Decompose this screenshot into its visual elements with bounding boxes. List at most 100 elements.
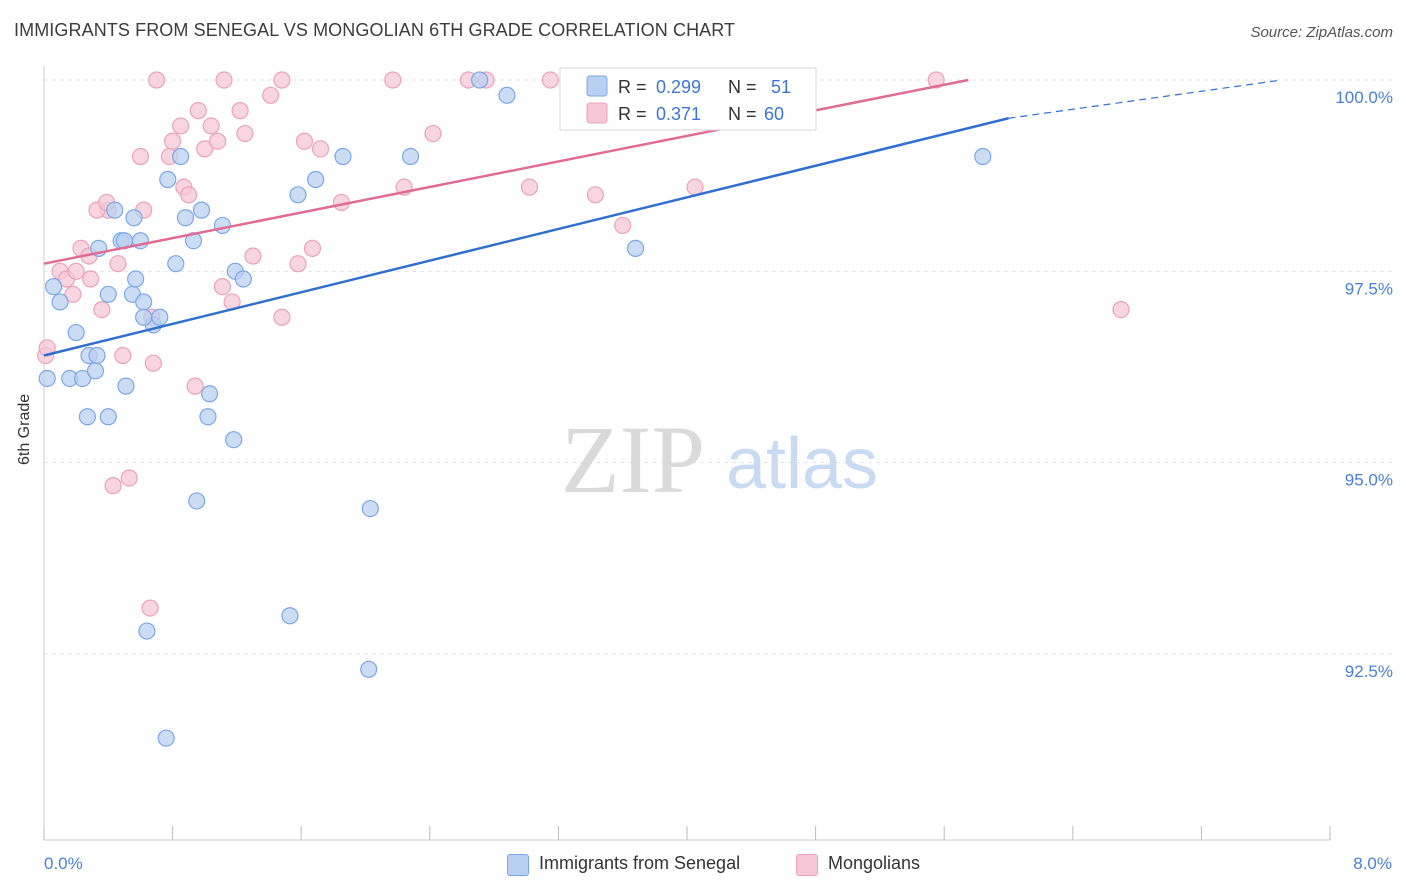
senegal-point-2 (67, 323, 85, 342)
mongolians-point-13 (109, 255, 127, 273)
mongolians-point-14 (114, 346, 132, 365)
senegal-point-18 (125, 209, 143, 227)
mongolians-point-24 (172, 117, 190, 135)
senegal-point-49 (626, 239, 645, 257)
senegal-point-33 (234, 270, 252, 288)
mongolians-point-23 (164, 132, 182, 150)
legend-n-mongolians: 60 (764, 104, 784, 124)
watermark-atlas: atlas (726, 424, 878, 504)
senegal-point-22 (127, 270, 145, 288)
senegal-point-45 (138, 622, 156, 640)
senegal-trend-extension (1008, 79, 1282, 119)
senegal-point-28 (192, 201, 211, 219)
mongolians-point-9 (93, 301, 111, 319)
x-tick-max: 8.0% (1353, 854, 1392, 873)
legend-bottom-label-mongolians: Mongolians (828, 853, 921, 873)
senegal-point-8 (88, 346, 106, 365)
senegal-point-34 (225, 431, 243, 449)
mongolians-point-45 (273, 71, 291, 89)
senegal-point-42 (281, 607, 299, 625)
senegal-point-30 (200, 385, 219, 403)
mongolians-point-36 (244, 247, 262, 265)
grid-lines (44, 79, 1392, 655)
mongolians-point-31 (209, 132, 227, 150)
senegal-point-23 (135, 308, 153, 326)
senegal-point-0 (45, 278, 63, 296)
mongolians-point-4 (64, 285, 82, 303)
mongolians-point-30 (202, 117, 220, 135)
y-tick-labels: 100.0% 97.5% 95.0% 92.5% (1335, 88, 1393, 681)
senegal-point-10 (99, 408, 117, 426)
mongolians-point-26 (180, 186, 198, 204)
legend-stats: R = 0.299 N = 51 R = 0.371 N = 60 (559, 67, 817, 131)
senegal-point-9 (78, 408, 97, 426)
senegal-point-26 (176, 209, 195, 227)
senegal-point-50 (974, 147, 992, 166)
senegal-point-25 (167, 255, 185, 273)
senegal-point-41 (401, 147, 420, 166)
y-tick-label-2: 95.0% (1345, 471, 1393, 490)
mongolians-point-5 (67, 262, 85, 280)
x-tick-min: 0.0% (44, 854, 83, 873)
legend-bottom: Immigrants from Senegal Mongolians (0, 852, 1406, 878)
mongolians-point-21 (147, 71, 166, 89)
mongolians-points (37, 71, 1130, 617)
mongolians-point-38 (273, 308, 291, 326)
y-tick-label-3: 92.5% (1345, 662, 1393, 681)
x-tick-labels: 0.0% 8.0% (44, 854, 1392, 873)
mongolians-point-55 (614, 216, 632, 235)
mongolians-point-51 (520, 178, 539, 196)
senegal-point-4 (73, 369, 92, 388)
mongolians-point-52 (541, 71, 559, 89)
senegal-point-11 (117, 377, 135, 395)
legend-r-label-mongolians: R = (618, 104, 647, 124)
mongolians-point-57 (927, 71, 945, 89)
senegal-point-29 (199, 408, 217, 426)
senegal-point-6 (38, 369, 56, 388)
senegal-point-48 (498, 86, 516, 104)
mongolians-point-59 (141, 599, 159, 617)
mongolians-point-42 (311, 140, 330, 158)
senegal-point-13 (99, 285, 117, 303)
mongolians-trend-line (43, 78, 969, 265)
axes (43, 66, 1331, 841)
legend-bottom-label-senegal: Immigrants from Senegal (539, 853, 741, 873)
legend-r-senegal: 0.299 (656, 77, 701, 97)
watermark-zip: ZIP (561, 406, 705, 513)
senegal-point-35 (188, 492, 206, 510)
mongolians-point-48 (424, 124, 442, 143)
senegal-point-46 (157, 729, 175, 747)
senegal-point-39 (307, 170, 325, 189)
mongolians-point-54 (586, 186, 604, 204)
mongolians-point-29 (196, 140, 214, 158)
mongolians-point-32 (213, 278, 232, 296)
senegal-point-43 (361, 499, 379, 518)
mongolians-point-19 (144, 354, 162, 372)
mongolians-point-34 (231, 102, 249, 120)
senegal-point-38 (289, 186, 307, 204)
senegal-point-21 (135, 293, 153, 311)
y-tick-label-0: 100.0% (1335, 88, 1393, 107)
senegal-points (38, 71, 992, 747)
mongolians-point-28 (189, 102, 207, 120)
senegal-point-36 (159, 170, 177, 189)
chart-title: IMMIGRANTS FROM SENEGAL VS MONGOLIAN 6TH… (14, 20, 736, 40)
mongolians-point-35 (236, 124, 254, 143)
legend-swatch-senegal (586, 75, 608, 97)
senegal-trend-line (43, 117, 1009, 357)
legend-bottom-swatch-senegal (507, 854, 529, 876)
mongolians-point-40 (295, 132, 314, 150)
senegal-point-24 (151, 308, 169, 326)
legend-r-mongolians: 0.371 (656, 104, 701, 124)
mongolians-point-44 (215, 71, 233, 89)
senegal-point-37 (172, 147, 190, 166)
legend-n-label-mongolians: N = (728, 104, 757, 124)
mongolians-point-15 (120, 469, 138, 487)
mongolians-point-16 (104, 477, 122, 495)
legend-n-senegal: 51 (771, 77, 791, 97)
mongolians-point-37 (262, 86, 280, 104)
senegal-point-5 (86, 362, 105, 380)
legend-n-label-senegal: N = (728, 77, 757, 97)
mongolians-point-39 (289, 255, 307, 273)
